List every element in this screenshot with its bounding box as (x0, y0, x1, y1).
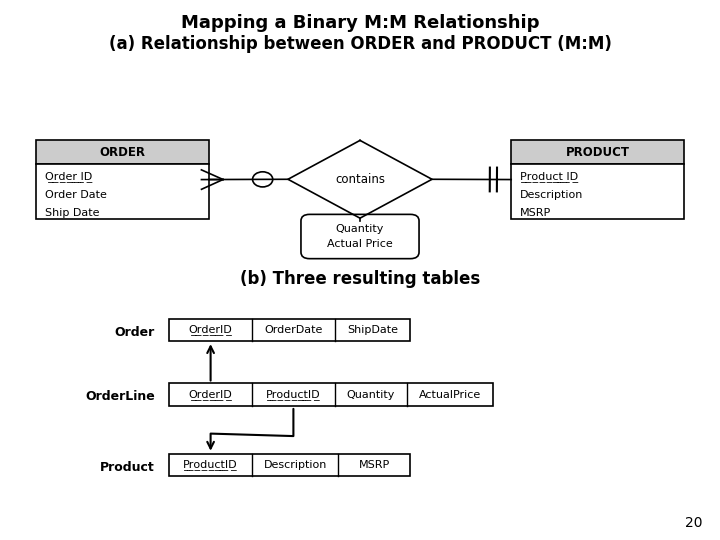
Text: Description: Description (264, 460, 327, 470)
Text: 20: 20 (685, 516, 702, 530)
Text: Product: Product (100, 461, 155, 474)
Text: OrderLine: OrderLine (85, 390, 155, 403)
Bar (169, 454, 410, 476)
FancyBboxPatch shape (301, 214, 419, 259)
Bar (36, 164, 209, 219)
Text: Quantity
Actual Price: Quantity Actual Price (327, 224, 393, 249)
Text: MSRP: MSRP (520, 208, 551, 218)
Text: (b) Three resulting tables: (b) Three resulting tables (240, 270, 480, 288)
Text: P̲r̲o̲d̲u̲c̲t̲ ̲I̲D̲: P̲r̲o̲d̲u̲c̲t̲ ̲I̲D̲ (520, 171, 578, 182)
Text: PRODUCT: PRODUCT (566, 146, 629, 159)
Text: OrderDate: OrderDate (264, 325, 323, 335)
Bar (511, 140, 684, 164)
Text: O̲r̲d̲e̲r̲I̲D̲: O̲r̲d̲e̲r̲I̲D̲ (189, 325, 233, 335)
Bar (169, 383, 493, 406)
Bar (36, 140, 209, 164)
Text: Order Date: Order Date (45, 190, 107, 200)
Text: O̲r̲d̲e̲r̲ ̲I̲D̲: O̲r̲d̲e̲r̲ ̲I̲D̲ (45, 171, 92, 182)
Text: P̲r̲o̲d̲u̲c̲t̲I̲D̲: P̲r̲o̲d̲u̲c̲t̲I̲D̲ (266, 389, 320, 400)
Text: ActualPrice: ActualPrice (419, 390, 481, 400)
Text: P̲r̲o̲d̲u̲c̲t̲I̲D̲: P̲r̲o̲d̲u̲c̲t̲I̲D̲ (184, 460, 238, 470)
Text: O̲r̲d̲e̲r̲I̲D̲: O̲r̲d̲e̲r̲I̲D̲ (189, 389, 233, 400)
Text: Order: Order (114, 326, 155, 339)
Text: ORDER: ORDER (99, 146, 145, 159)
Text: Description: Description (520, 190, 583, 200)
Text: ShipDate: ShipDate (347, 325, 398, 335)
Bar (511, 164, 684, 219)
Text: Ship Date: Ship Date (45, 208, 99, 218)
Text: Quantity: Quantity (346, 390, 395, 400)
Text: MSRP: MSRP (359, 460, 390, 470)
Bar (169, 319, 410, 341)
Text: (a) Relationship between ORDER and PRODUCT (M:M): (a) Relationship between ORDER and PRODU… (109, 35, 611, 53)
Text: Mapping a Binary M:M Relationship: Mapping a Binary M:M Relationship (181, 14, 539, 31)
Text: contains: contains (335, 173, 385, 186)
